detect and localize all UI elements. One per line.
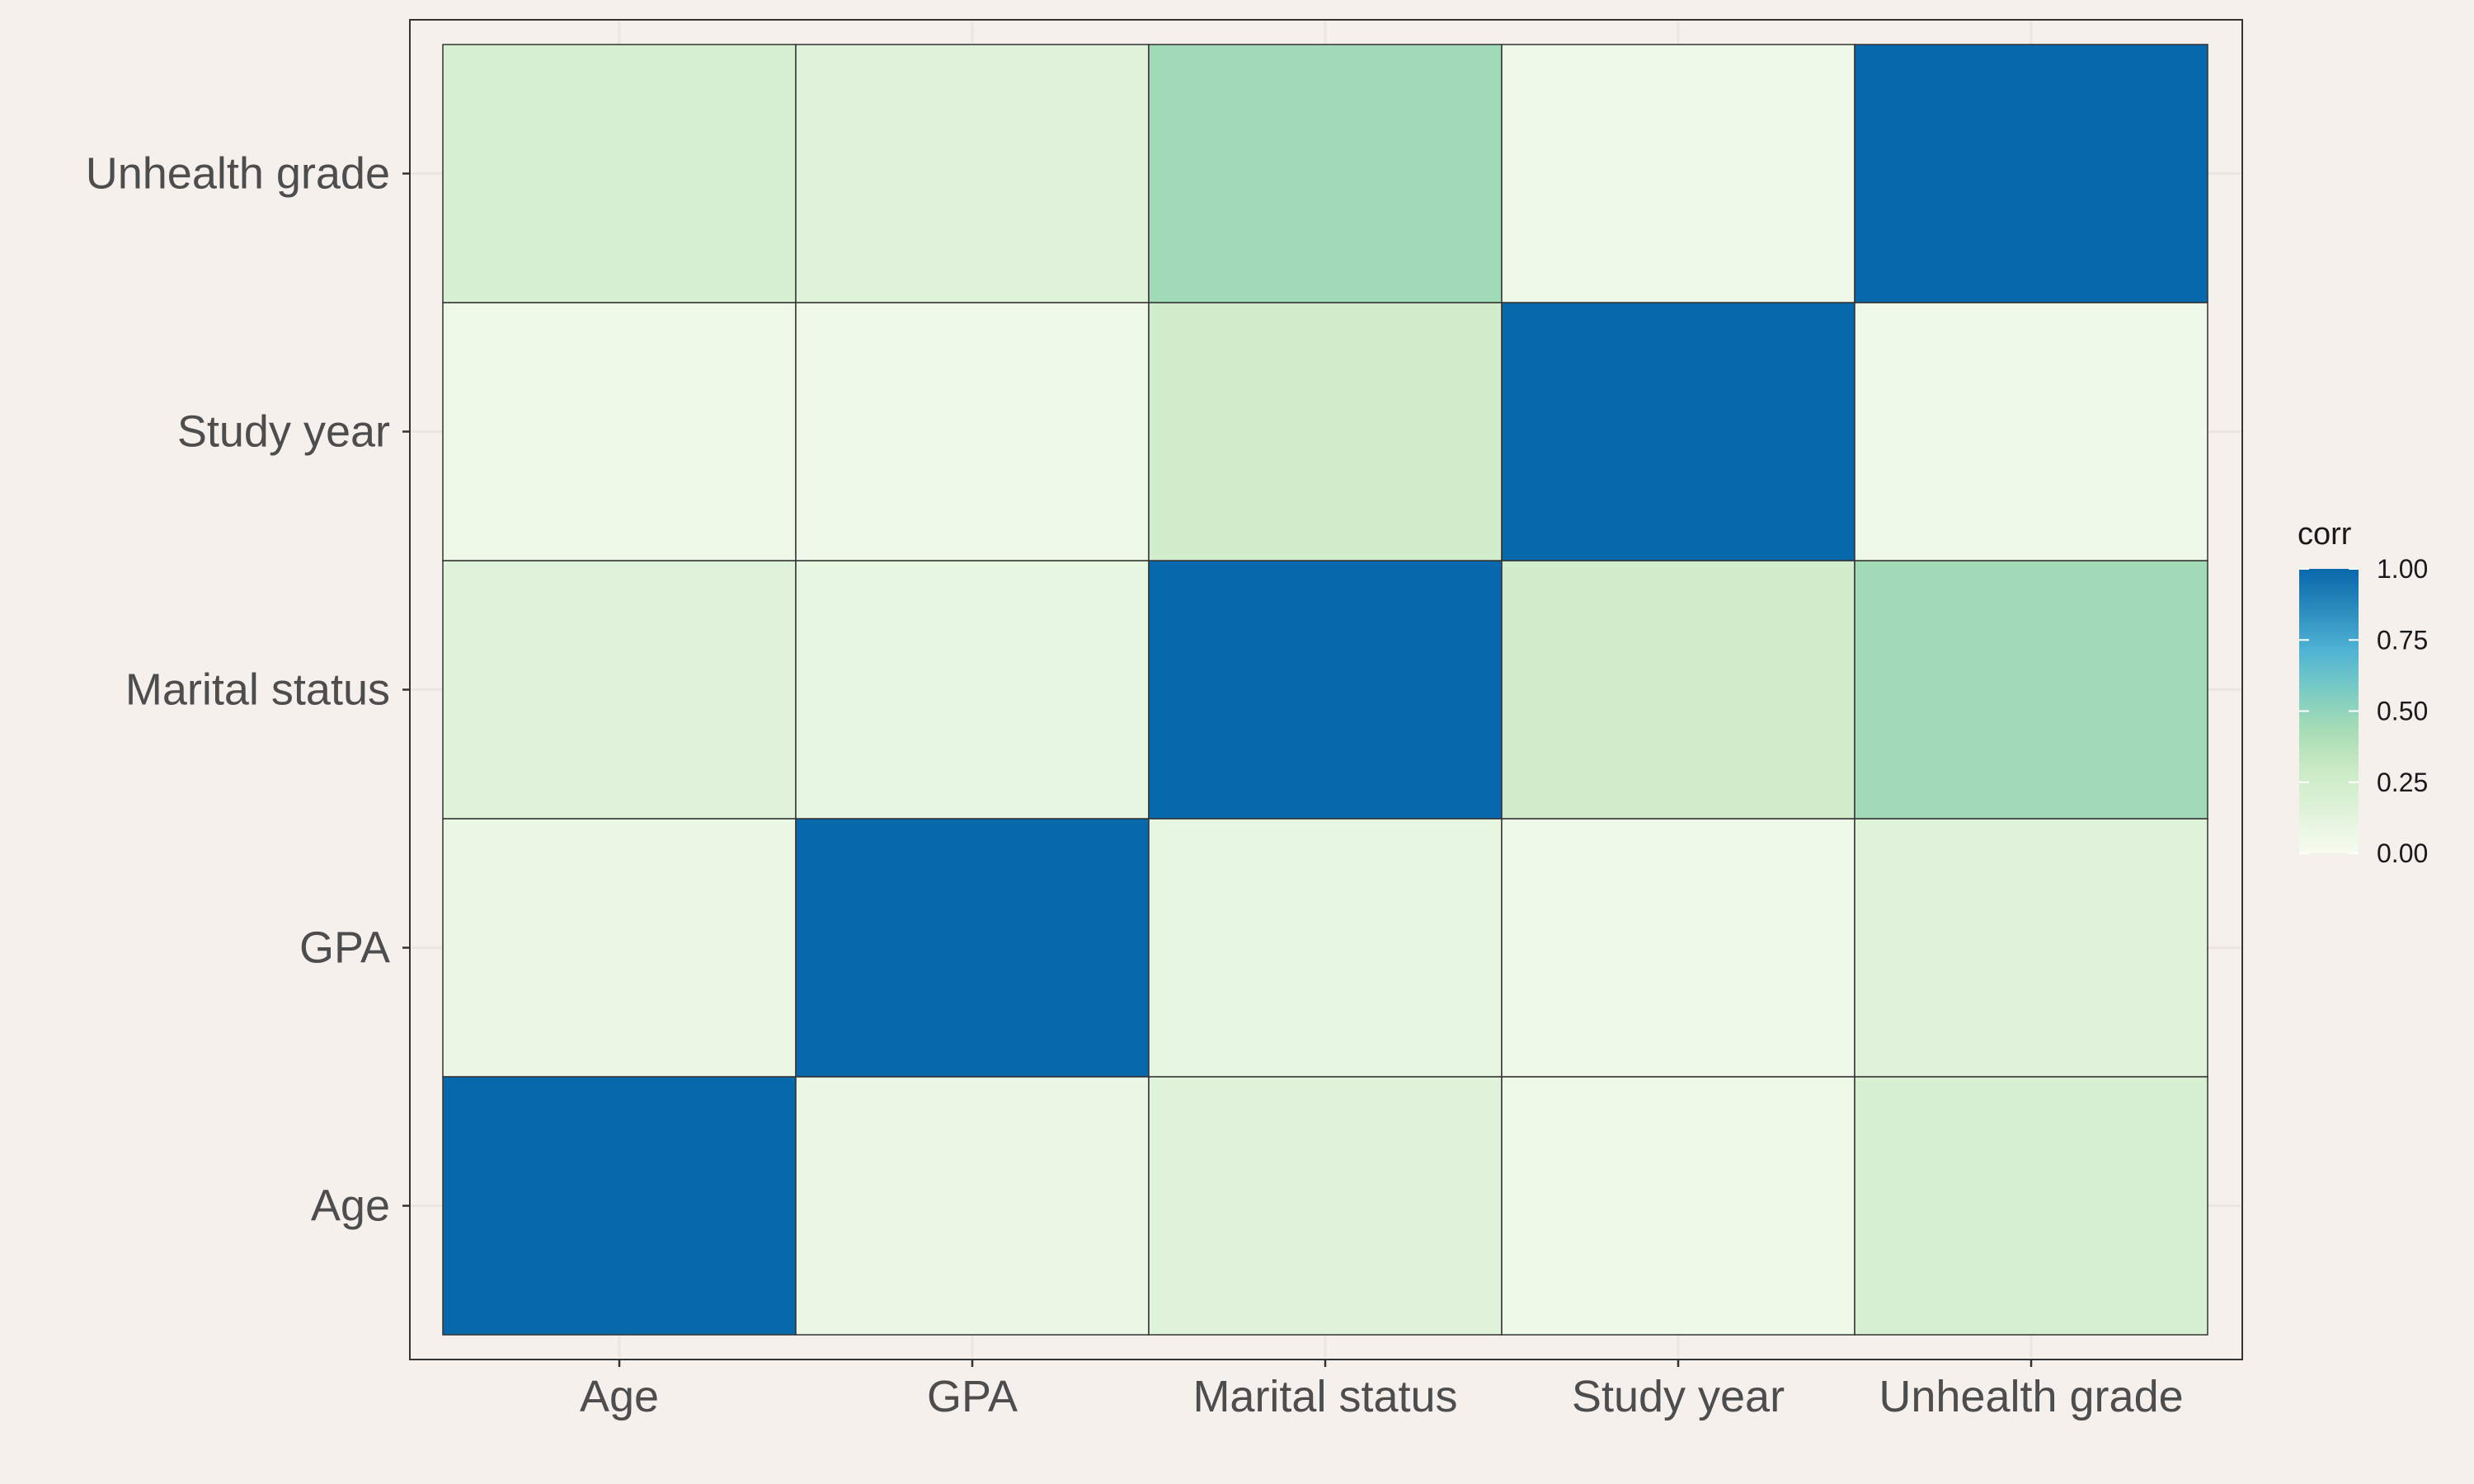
y-tick-label: Unhealth grade (86, 149, 390, 199)
heatmap-cell (1501, 302, 1856, 561)
heatmap-cell (442, 1076, 797, 1336)
legend: corr 1.00 0.75 0.50 0.25 0.00 (2298, 517, 2428, 868)
legend-tick-label: 1.00 (2377, 554, 2428, 584)
heatmap-cell (795, 1076, 1150, 1336)
legend-tick-label: 0.25 (2377, 768, 2428, 797)
x-axis: Age GPA Marital status Study year Unhealth g… (580, 1360, 2184, 1421)
heatmap-cell (1148, 302, 1503, 561)
x-tick-label: Marital status (1192, 1372, 1457, 1421)
legend-ticks: 1.00 0.75 0.50 0.25 0.00 (2299, 554, 2428, 868)
heatmap-cell (442, 818, 797, 1078)
legend-tick-label: 0.75 (2377, 625, 2428, 655)
legend-tick-label: 0.00 (2377, 838, 2428, 868)
y-tick-label: Age (311, 1181, 390, 1231)
heatmap-cell (1854, 560, 2208, 819)
heatmap-cell (1148, 44, 1503, 303)
heatmap-cell (1501, 818, 1856, 1078)
heatmap-cell (442, 302, 797, 561)
x-tick-label: Age (580, 1372, 659, 1421)
heatmap-cell (442, 560, 797, 819)
heatmap-cell (1501, 560, 1856, 819)
heatmap-cell (1854, 44, 2208, 303)
y-axis: Age GPA Marital status Study year Unhealth g… (86, 149, 410, 1231)
heatmap-cell (1148, 560, 1503, 819)
heatmap-cell (795, 560, 1150, 819)
heatmap-cell (1148, 1076, 1503, 1336)
heatmap-cell (1501, 1076, 1856, 1336)
y-tick-label: Marital status (125, 665, 390, 715)
heatmap-cell (795, 818, 1150, 1078)
y-tick-label: GPA (299, 923, 390, 973)
legend-title: corr (2298, 517, 2352, 552)
heatmap-cell (1148, 818, 1503, 1078)
x-tick-label: Unhealth grade (1879, 1372, 2183, 1421)
heatmap-cell (1854, 1076, 2208, 1336)
heatmap-cells (442, 44, 2208, 1336)
x-tick-label: GPA (927, 1372, 1018, 1421)
heatmap-cell (795, 302, 1150, 561)
x-tick-label: Study year (1572, 1372, 1785, 1421)
heatmap-cell (795, 44, 1150, 303)
y-tick-label: Study year (177, 407, 390, 457)
heatmap-cell (1501, 44, 1856, 303)
heatmap-cell (1854, 818, 2208, 1078)
heatmap-cell (442, 44, 797, 303)
heatmap-cell (1854, 302, 2208, 561)
legend-tick-label: 0.50 (2377, 697, 2428, 726)
